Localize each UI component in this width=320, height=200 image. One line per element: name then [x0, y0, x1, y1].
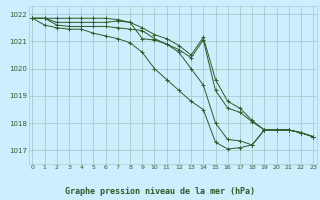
Text: Graphe pression niveau de la mer (hPa): Graphe pression niveau de la mer (hPa): [65, 187, 255, 196]
